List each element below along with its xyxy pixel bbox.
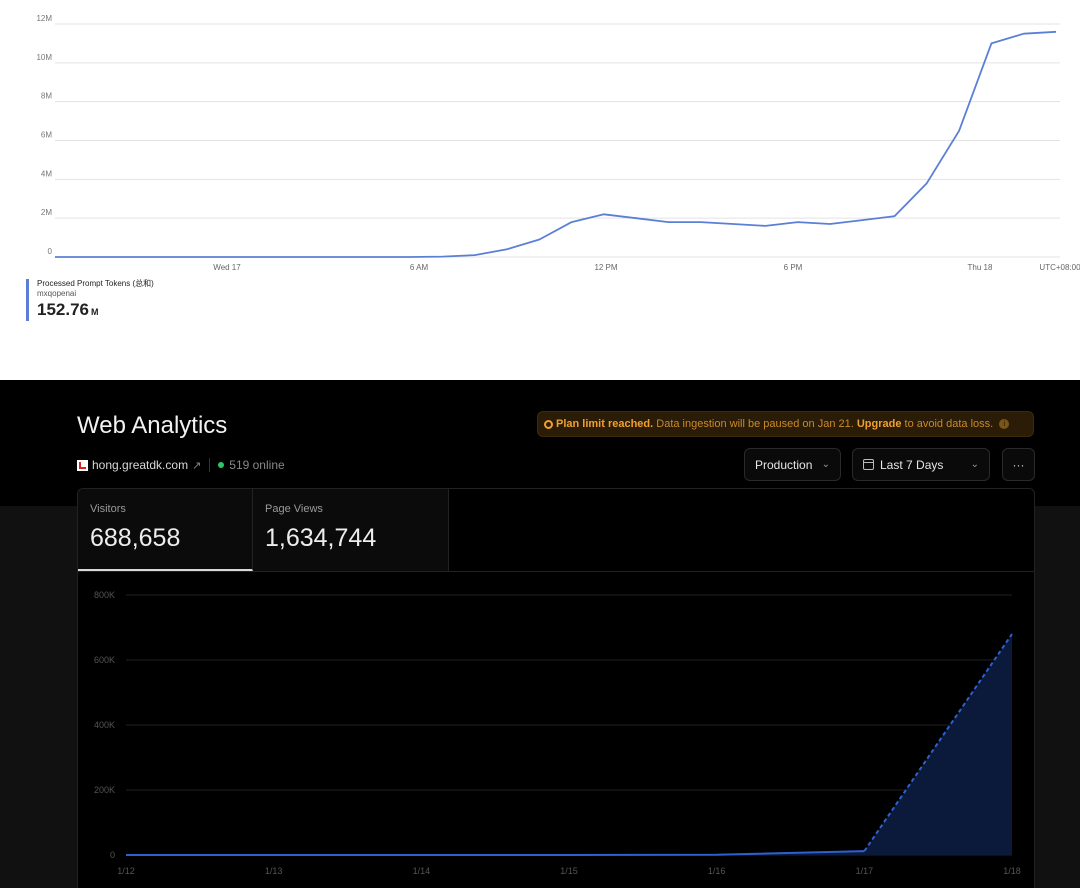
x-tick-label: 1/15 (560, 866, 578, 876)
banner-strong: Plan limit reached. (556, 418, 654, 430)
metric-tabs: Visitors 688,658 Page Views 1,634,744 (78, 489, 1034, 572)
x-tick-label: 1/12 (117, 866, 135, 876)
x-tick-label: 12 PM (594, 263, 617, 272)
page-title: Web Analytics (77, 412, 228, 439)
x-tick-label: 1/14 (413, 866, 431, 876)
y-tick-label: 12M (36, 14, 52, 23)
date-range-label: Last 7 Days (880, 457, 944, 472)
web-analytics-panel: Web Analytics Plan limit reached. Data i… (0, 380, 1080, 888)
token-chart-panel: 0 2M 4M 6M 8M 10M 12M Wed 17 6 AM 12 PM 6 PM Thu 18… (0, 0, 1080, 380)
online-count: 519 online (229, 458, 285, 472)
site-link[interactable]: hong.greatdk.com (92, 458, 189, 472)
chevron-down-icon: ⌄ (821, 459, 830, 470)
y-tick-label: 0 (110, 850, 115, 860)
series-line-processed-prompt-tokens (55, 30, 1057, 258)
x-tick-label: 1/18 (1003, 866, 1021, 876)
environment-label: Production (755, 457, 813, 472)
y-tick-label: 0 (48, 247, 53, 256)
x-tick-label: 1/17 (856, 866, 874, 876)
tab-page-views-value: 1,634,744 (265, 524, 377, 552)
legend-total-value: 152.76 (37, 300, 89, 319)
tab-visitors-value: 688,658 (90, 524, 181, 552)
online-dot-icon (218, 462, 225, 468)
tab-visitors[interactable]: Visitors 688,658 (78, 489, 253, 571)
chevron-down-icon: ⌄ (970, 459, 979, 470)
y-tick-label: 4M (41, 169, 52, 178)
analytics-card: 0 200K 400K 600K 800K 1/12 1/13 1/14 1/15 1/16 1/1… (77, 488, 1035, 888)
y-tick-label: 800K (94, 590, 115, 600)
y-tick-label: 6M (41, 131, 52, 140)
y-tick-label: 2M (41, 208, 52, 217)
tab-page-views[interactable]: Page Views 1,634,744 (253, 489, 449, 571)
x-tick-label: UTC+08:00 (1039, 263, 1080, 272)
more-icon: ··· (1012, 457, 1025, 472)
info-icon[interactable]: i (999, 419, 1010, 429)
banner-tail: to avoid data loss. (901, 418, 994, 430)
site-row: hong.greatdk.com ↗ 519 online (77, 458, 285, 472)
site-favicon-icon (77, 459, 88, 471)
y-tick-label: 600K (94, 655, 115, 665)
date-range-select[interactable]: Last 7 Days ⌄ (852, 448, 990, 481)
legend-series-name: Processed Prompt Tokens (总和) (37, 279, 154, 288)
x-tick-label: Wed 17 (213, 263, 241, 272)
tab-page-views-label: Page Views (265, 503, 323, 515)
visitors-area-chart: 0 200K 400K 600K 800K 1/12 1/13 1/14 1/15 1/16 1/1… (94, 590, 1021, 876)
warning-ring-icon (544, 419, 553, 429)
legend-total: 152.76 M (37, 300, 154, 322)
environment-select[interactable]: Production ⌄ (744, 448, 841, 481)
legend-total-unit: M (91, 307, 99, 317)
x-tick-label: Thu 18 (968, 263, 993, 272)
divider (209, 458, 211, 472)
x-tick-label: 6 PM (784, 263, 803, 272)
token-line-chart: 0 2M 4M 6M 8M 10M 12M Wed 17 6 AM 12 PM 6 PM Thu 18… (36, 14, 1080, 272)
plan-limit-banner: Plan limit reached. Data ingestion will … (537, 411, 1034, 437)
visitors-area-fill (126, 634, 1012, 855)
upgrade-link[interactable]: Upgrade (856, 418, 902, 430)
y-tick-label: 8M (41, 92, 52, 101)
external-link-icon[interactable]: ↗ (192, 459, 202, 472)
more-options-button[interactable]: ··· (1002, 448, 1035, 481)
x-tick-label: 1/13 (265, 866, 283, 876)
y-tick-label: 200K (94, 785, 115, 795)
token-legend: Processed Prompt Tokens (总和) mxqopenai 1… (26, 279, 154, 321)
x-tick-label: 6 AM (410, 263, 429, 272)
y-tick-label: 10M (36, 53, 52, 62)
legend-series-sub: mxqopenai (37, 289, 77, 298)
visitors-line (126, 850, 865, 856)
tab-visitors-label: Visitors (90, 503, 126, 515)
visitors-line-partial (863, 633, 1013, 852)
x-tick-label: 1/16 (708, 866, 726, 876)
banner-text: Data ingestion will be paused on Jan 21. (653, 418, 857, 430)
calendar-icon (863, 459, 874, 470)
y-tick-label: 400K (94, 720, 115, 730)
